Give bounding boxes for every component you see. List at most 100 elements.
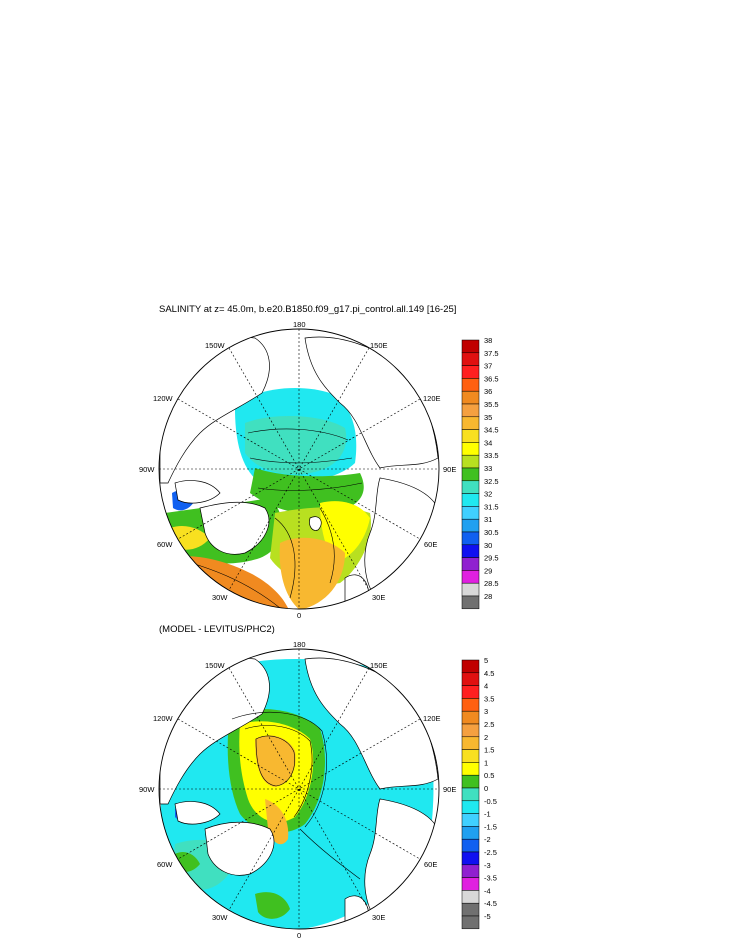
lon-label-90e: 90E [443,465,456,474]
colorbar-swatch [461,416,480,430]
lon-label-0: 0 [297,931,301,940]
colorbar-swatch [461,838,480,853]
colorbar-label: -1.5 [484,822,497,831]
colorbar-label: 30.5 [484,528,499,537]
colorbar-swatch [461,467,480,482]
colorbar-label: 28 [484,592,492,601]
colorbar-label: 0 [484,784,488,793]
colorbar-label: 4.5 [484,669,494,678]
colorbar-label: -2.5 [484,848,497,857]
colorbar-swatch [461,544,480,558]
colorbar-swatch [461,736,480,750]
colorbar-label: -2 [484,835,491,844]
colorbar-label: 31.5 [484,502,499,511]
colorbar-swatch [461,531,480,546]
colorbar-label: 33 [484,464,492,473]
lon-label-30w: 30W [212,593,228,602]
lon-label-30e: 30E [372,913,385,922]
panel-2-title: (MODEL - LEVITUS/PHC2) [159,624,275,635]
colorbar-label: 3 [484,707,488,716]
colorbar-label: 1.5 [484,746,494,755]
colorbar-swatch [461,890,480,904]
colorbar-swatch [461,429,480,443]
colorbar-swatch [461,365,480,379]
lon-label-90w: 90W [139,785,155,794]
colorbar-swatch [461,749,480,763]
graticule-lines [159,649,439,929]
lon-label-30w: 30W [212,913,228,922]
colorbar-swatch [461,877,480,891]
lon-label-60w: 60W [157,860,173,869]
colorbar-swatch [461,403,480,418]
colorbar-label: 29.5 [484,554,499,563]
colorbar-swatch [461,723,480,738]
colorbar-label: 2.5 [484,720,494,729]
colorbar-label: 34.5 [484,426,499,435]
colorbar-label: 2 [484,733,488,742]
colorbar-label: 36.5 [484,374,499,383]
colorbar-swatch [461,762,480,776]
lon-label-60e: 60E [424,860,437,869]
difference-field [159,657,439,929]
colorbar-swatch [461,493,480,507]
colorbar-label: 34 [484,438,492,447]
colorbar-label: 29 [484,566,492,575]
lon-label-90e: 90E [443,785,456,794]
colorbar-swatch [461,582,480,597]
colorbar-label: 31 [484,515,492,524]
lon-label-180: 180 [293,320,306,329]
lon-label-150w: 150W [205,341,226,350]
colorbar-swatch [461,557,480,571]
lon-label-150e: 150E [370,661,388,670]
colorbar-swatch [461,480,480,494]
colorbar-label: 28.5 [484,579,499,588]
colorbar-swatch [461,787,480,802]
colorbar-swatch [461,813,480,827]
colorbar-swatch [461,595,480,610]
colorbar-swatch [461,774,480,789]
colorbar-label: 36 [484,387,492,396]
colorbar-label: -3 [484,861,491,870]
difference-map: 180 150W 150E 120W 120E 90W 90E 60W 60E … [139,640,497,940]
graticule-lines [159,329,439,609]
panel-1-title: SALINITY at z= 45.0m, b.e20.B1850.f09_g1… [159,304,457,315]
colorbar-swatch [461,710,480,725]
lon-label-0: 0 [297,611,301,618]
colorbar-label: -4 [484,886,491,895]
colorbar-label: 3.5 [484,694,494,703]
colorbar-swatch [461,454,480,469]
lon-label-120w: 120W [153,394,174,403]
lon-label-30e: 30E [372,593,385,602]
colorbar-swatch [461,672,480,686]
colorbar-swatch [461,518,480,533]
lon-label-120w: 120W [153,714,174,723]
colorbar-swatch [461,864,480,878]
colorbar-label: 33.5 [484,451,499,460]
colorbar-swatch [461,915,480,930]
colorbar-label: 4 [484,682,488,691]
lon-label-90w: 90W [139,465,155,474]
colorbar-label: 5 [484,656,488,665]
colorbar-swatch [461,685,480,699]
colorbar-label: 37.5 [484,349,499,358]
lon-label-150e: 150E [370,341,388,350]
colorbar-swatch [461,800,480,814]
colorbar-swatch [461,826,480,840]
lon-label-60e: 60E [424,540,437,549]
lon-label-180: 180 [293,640,306,649]
colorbar-swatch [461,378,480,392]
colorbar-swatch [461,659,480,674]
colorbar-label: 30 [484,541,492,550]
colorbar-label: 37 [484,362,492,371]
colorbar-label: 35.5 [484,400,499,409]
lon-label-150w: 150W [205,661,226,670]
colorbar-label: 32 [484,490,492,499]
colorbar-label: -0.5 [484,797,497,806]
colorbar-swatch [461,352,480,366]
colorbar-label: 35 [484,413,492,422]
colorbar-swatch [461,339,480,354]
colorbar-swatch [461,390,480,405]
colorbar-swatch [461,570,480,584]
difference-colorbar: 5 4.5 4 3.5 3 2.5 2 1.5 1 0.5 0 -0.5 -1 -1.5 -2 -2.5 -3 -… [461,656,497,930]
colorbar-label: -3.5 [484,874,497,883]
